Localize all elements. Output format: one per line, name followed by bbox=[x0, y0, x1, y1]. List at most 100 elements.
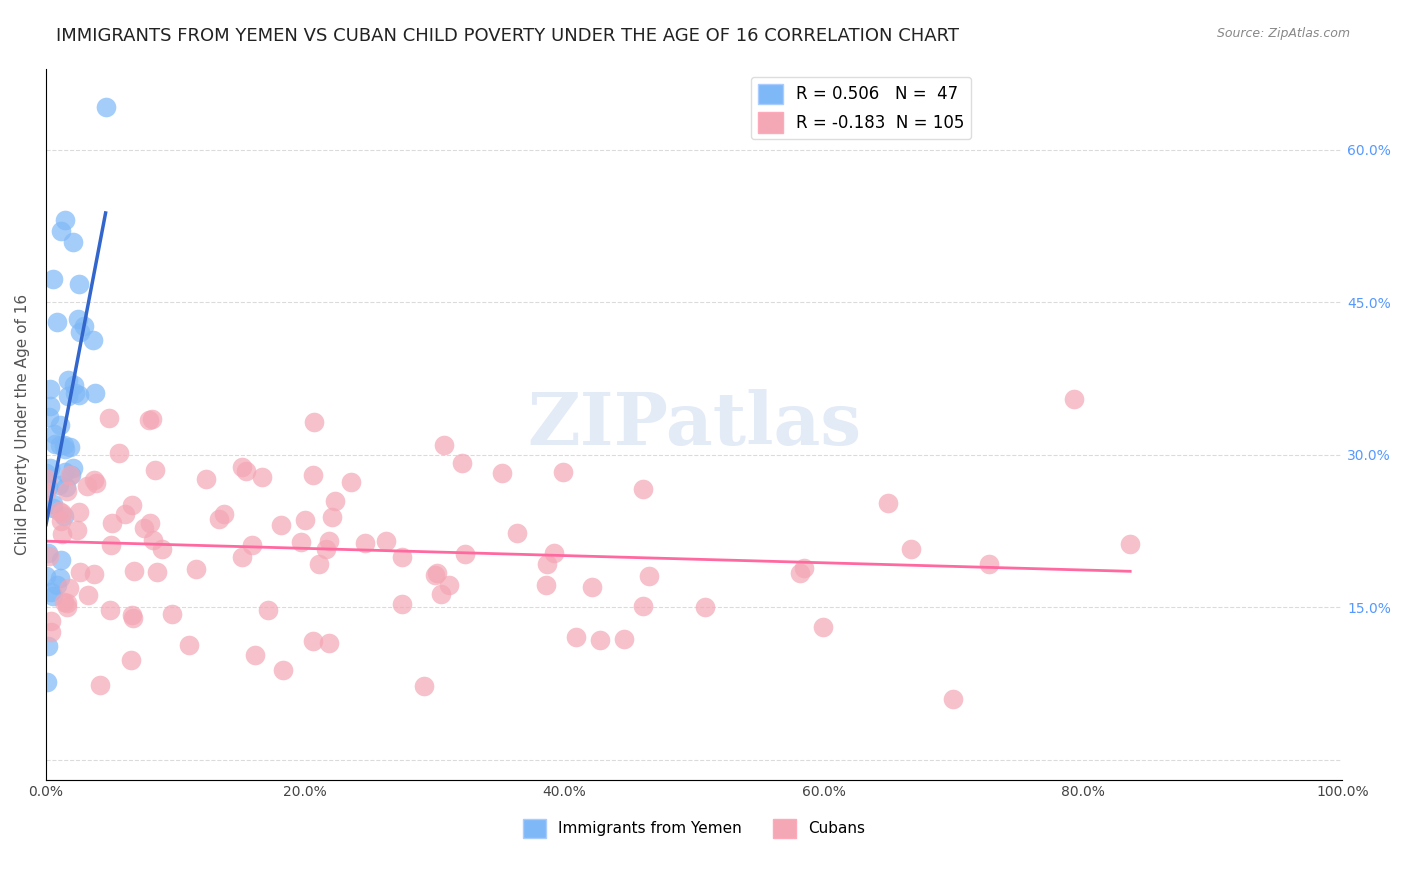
Point bbox=[321, 510, 343, 524]
Point bbox=[613, 632, 636, 646]
Point bbox=[76, 588, 98, 602]
Point bbox=[876, 496, 898, 510]
Point bbox=[39, 400, 62, 414]
Point bbox=[433, 438, 456, 452]
Point bbox=[100, 538, 122, 552]
Point bbox=[89, 678, 111, 692]
Point bbox=[186, 562, 208, 576]
Point bbox=[294, 513, 316, 527]
Point bbox=[354, 536, 377, 550]
Point bbox=[39, 615, 62, 629]
Point bbox=[491, 467, 513, 481]
Point bbox=[693, 600, 716, 615]
Point bbox=[290, 534, 312, 549]
Point bbox=[98, 411, 121, 425]
Point bbox=[39, 382, 62, 396]
Point bbox=[55, 596, 77, 610]
Point bbox=[150, 541, 173, 556]
Point bbox=[141, 412, 163, 426]
Point bbox=[38, 460, 60, 475]
Text: IMMIGRANTS FROM YEMEN VS CUBAN CHILD POVERTY UNDER THE AGE OF 16 CORRELATION CHA: IMMIGRANTS FROM YEMEN VS CUBAN CHILD POV… bbox=[56, 27, 959, 45]
Point bbox=[391, 598, 413, 612]
Point bbox=[302, 415, 325, 429]
Point bbox=[121, 498, 143, 512]
Point bbox=[565, 630, 588, 644]
Point bbox=[56, 373, 79, 387]
Point bbox=[121, 607, 143, 622]
Point bbox=[83, 473, 105, 487]
Point bbox=[589, 633, 612, 648]
Point bbox=[49, 571, 72, 585]
Point bbox=[979, 558, 1001, 572]
Point bbox=[67, 277, 90, 292]
Point bbox=[51, 553, 73, 567]
Point bbox=[145, 565, 167, 579]
Point bbox=[101, 516, 124, 530]
Point bbox=[536, 557, 558, 571]
Point bbox=[1119, 537, 1142, 551]
Point bbox=[48, 477, 70, 491]
Point bbox=[76, 479, 98, 493]
Point bbox=[53, 465, 76, 479]
Point bbox=[49, 417, 72, 432]
Point bbox=[37, 639, 59, 653]
Point bbox=[53, 594, 76, 608]
Point bbox=[789, 566, 811, 580]
Point bbox=[139, 516, 162, 530]
Point bbox=[98, 602, 121, 616]
Point bbox=[69, 326, 91, 340]
Point bbox=[39, 585, 62, 599]
Point bbox=[375, 533, 398, 548]
Point bbox=[73, 319, 96, 334]
Point bbox=[145, 463, 167, 477]
Point bbox=[37, 546, 59, 560]
Point bbox=[391, 550, 413, 565]
Point bbox=[631, 482, 654, 496]
Point bbox=[35, 472, 58, 486]
Point bbox=[58, 581, 80, 595]
Point bbox=[340, 475, 363, 489]
Point bbox=[51, 506, 73, 520]
Point bbox=[553, 465, 575, 479]
Point bbox=[318, 534, 340, 549]
Point bbox=[412, 679, 434, 693]
Point bbox=[122, 610, 145, 624]
Point bbox=[37, 480, 59, 494]
Point bbox=[66, 311, 89, 326]
Point bbox=[231, 459, 253, 474]
Point bbox=[94, 100, 117, 114]
Point bbox=[426, 566, 449, 580]
Point bbox=[67, 505, 90, 519]
Point bbox=[942, 692, 965, 706]
Point bbox=[44, 437, 66, 451]
Point bbox=[55, 442, 77, 457]
Point bbox=[55, 480, 77, 494]
Point bbox=[240, 538, 263, 552]
Point bbox=[900, 542, 922, 557]
Point bbox=[35, 466, 58, 480]
Point bbox=[793, 561, 815, 575]
Point bbox=[534, 578, 557, 592]
Point bbox=[44, 427, 66, 442]
Point bbox=[430, 587, 453, 601]
Point bbox=[138, 413, 160, 427]
Point bbox=[212, 507, 235, 521]
Point bbox=[439, 578, 461, 592]
Point bbox=[46, 578, 69, 592]
Point bbox=[194, 472, 217, 486]
Point bbox=[67, 388, 90, 402]
Point bbox=[42, 501, 65, 516]
Point bbox=[51, 527, 73, 541]
Point bbox=[250, 469, 273, 483]
Point bbox=[63, 386, 86, 401]
Point bbox=[120, 652, 142, 666]
Point bbox=[69, 565, 91, 579]
Point bbox=[84, 475, 107, 490]
Point bbox=[318, 636, 340, 650]
Point bbox=[53, 212, 76, 227]
Point bbox=[323, 494, 346, 508]
Point bbox=[56, 600, 79, 615]
Point bbox=[62, 235, 84, 249]
Point bbox=[46, 315, 69, 329]
Point bbox=[59, 467, 82, 482]
